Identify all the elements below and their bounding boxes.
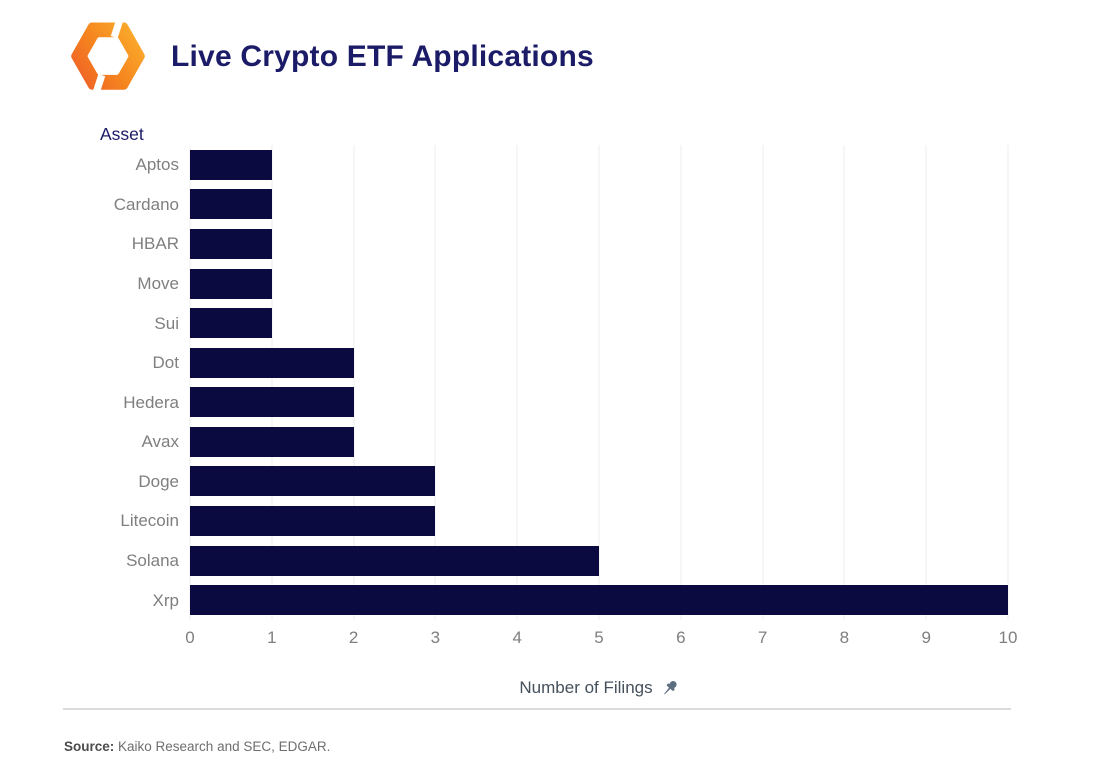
gridline xyxy=(516,145,518,620)
source-note: Source: Kaiko Research and SEC, EDGAR. xyxy=(64,739,330,754)
bar-xrp xyxy=(190,585,1008,616)
bar-row: Move xyxy=(137,264,1008,304)
bar-move xyxy=(190,268,272,299)
category-label: Cardano xyxy=(113,194,179,214)
bar-doge xyxy=(190,466,436,497)
category-label: Sui xyxy=(154,313,179,333)
divider xyxy=(63,708,1011,710)
bar-sui xyxy=(190,308,272,339)
gridline xyxy=(271,145,273,620)
y-axis-title: Asset xyxy=(100,124,144,144)
gridline xyxy=(598,145,600,620)
category-label: Doge xyxy=(138,471,179,491)
gridline xyxy=(925,145,927,620)
bar-row: HBAR xyxy=(132,224,1008,264)
bar-dot xyxy=(190,347,354,378)
page-title: Live Crypto ETF Applications xyxy=(171,40,594,73)
bar-row: Hedera xyxy=(123,382,1008,422)
x-tick-label: 7 xyxy=(757,628,768,647)
bar-row: Sui xyxy=(154,303,1008,343)
x-tick-label: 4 xyxy=(512,628,522,647)
x-tick-label: 6 xyxy=(676,628,686,647)
category-label: Dot xyxy=(152,353,179,373)
x-tick-label: 8 xyxy=(839,628,850,647)
kaiko-logo-icon xyxy=(68,13,148,100)
category-label: HBAR xyxy=(131,234,179,254)
x-tick-label: 0 xyxy=(185,628,195,647)
category-label: Aptos xyxy=(135,155,179,175)
bar-hedera xyxy=(190,387,354,418)
source-text: Kaiko Research and SEC, EDGAR. xyxy=(114,739,331,754)
bar-avax xyxy=(190,426,354,457)
x-tick-label: 1 xyxy=(267,628,277,647)
x-tick-label: 5 xyxy=(594,628,604,647)
kaiko-logo xyxy=(68,13,148,100)
x-tick-label: 9 xyxy=(921,628,931,647)
gridline xyxy=(353,145,355,620)
x-axis-title-label: Number of Filings xyxy=(519,678,653,697)
category-label: Avax xyxy=(141,432,180,452)
bar-row: Cardano xyxy=(114,185,1008,225)
gridline xyxy=(680,145,682,620)
bar-hbar xyxy=(190,228,272,259)
category-label: Litecoin xyxy=(120,511,179,531)
gridline xyxy=(434,145,436,620)
x-tick-label: 10 xyxy=(998,628,1018,647)
gridline xyxy=(762,145,764,620)
x-tick-label: 3 xyxy=(430,628,441,647)
bar-row: Solana xyxy=(126,541,1008,581)
bar-row: Dot xyxy=(153,343,1008,383)
bar-row: Avax xyxy=(142,422,1008,462)
plot-area: 0 1 2 3 4 5 6 7 8 9 10 Aptos Cardano HBAR Move Sui Dot He… xyxy=(114,145,1017,646)
bar-row: Doge xyxy=(138,462,1008,502)
bar-cardano xyxy=(190,189,272,220)
bar-aptos xyxy=(190,149,272,180)
category-label: Hedera xyxy=(123,392,179,412)
bar-row: Aptos xyxy=(136,145,1008,185)
bar-row: Litecoin xyxy=(120,501,1008,541)
pushpin-icon xyxy=(656,675,683,702)
category-label: Xrp xyxy=(152,590,179,610)
gridline xyxy=(843,145,845,620)
gridline xyxy=(189,145,191,620)
bar-row: Xrp xyxy=(153,580,1008,620)
bar-litecoin xyxy=(190,505,436,536)
x-tick-label: 2 xyxy=(348,628,359,647)
bar-solana xyxy=(190,545,599,576)
x-axis-title: Number of Filings xyxy=(190,678,1008,698)
source-label: Source: xyxy=(64,739,115,754)
gridline xyxy=(1007,145,1009,620)
category-label: Move xyxy=(137,274,179,294)
category-label: Solana xyxy=(126,551,179,571)
